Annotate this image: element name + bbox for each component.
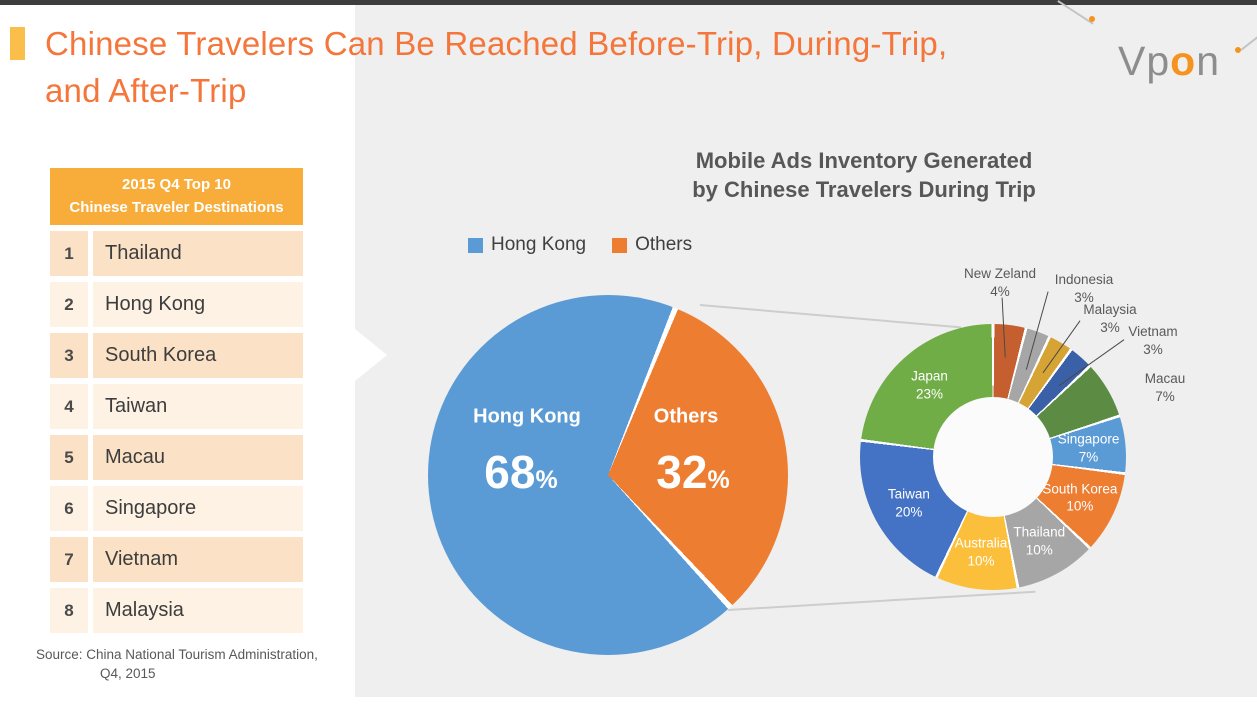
page-title-line2: and After-Trip: [45, 71, 247, 109]
chart-title-line1: Mobile Ads Inventory Generated: [695, 148, 1033, 173]
donut-label-indonesia-name: Indonesia: [1054, 271, 1114, 287]
pie-value-hongkong-number: 68: [484, 446, 536, 498]
title-accent-bar: [10, 27, 25, 60]
chart-legend: Hong Kong Others: [468, 234, 692, 256]
destination-cell: Singapore: [93, 486, 303, 531]
destination-cell: South Korea: [93, 333, 303, 378]
table-row: 4 Taiwan: [50, 384, 303, 429]
logo-text-prefix: Vp: [1118, 38, 1171, 84]
dest-table-header-line2: Chinese Traveler Destinations: [69, 198, 284, 216]
rank-cell: 4: [50, 384, 88, 429]
dest-table-body: 1 Thailand 2 Hong Kong 3 South Korea 4 Taiwan 5 M…: [50, 231, 303, 639]
rank-cell: 2: [50, 282, 88, 327]
legend-item: Hong Kong: [468, 234, 586, 256]
rank-cell: 6: [50, 486, 88, 531]
donut-label-vietnam-name: Vietnam: [1128, 323, 1178, 339]
callout-arrow: [355, 329, 387, 381]
donut-label-new-zeland-name: New Zeland: [963, 265, 1037, 281]
donut-label-malaysia: Malaysia 3%: [1083, 301, 1136, 337]
logo-text-suffix: n: [1196, 38, 1221, 84]
logo-decor-dot-left: [1089, 16, 1095, 22]
table-row: 2 Hong Kong: [50, 282, 303, 327]
pie-chart-hongkong-vs-others: [428, 295, 788, 655]
pie-value-hongkong: 68%: [484, 445, 557, 499]
legend-label: Hong Kong: [491, 234, 587, 255]
pie-value-others: 32%: [656, 445, 729, 499]
donut-label-new-zeland-value: 4%: [990, 284, 1010, 299]
donut-inside-label-south-korea: South Korea 10%: [1042, 481, 1118, 514]
destination-cell: Hong Kong: [93, 282, 303, 327]
donut-label-new-zeland: New Zeland 4%: [964, 265, 1036, 301]
dest-table-header: 2015 Q4 Top 10 Chinese Traveler Destinat…: [50, 168, 303, 225]
destination-cell: Thailand: [93, 231, 303, 276]
pie-label-hongkong: Hong Kong: [473, 405, 581, 428]
rank-cell: 1: [50, 231, 88, 276]
chart-title: Mobile Ads Inventory Generated by Chines…: [639, 146, 1089, 204]
destination-cell: Vietnam: [93, 537, 303, 582]
destination-cell: Taiwan: [93, 384, 303, 429]
donut-inside-label-singapore: Singapore 7%: [1057, 431, 1120, 464]
legend-swatch: [612, 237, 628, 253]
donut-label-macau-value: 7%: [1155, 389, 1175, 404]
donut-label-malaysia-value: 3%: [1100, 320, 1120, 335]
donut-label-macau: Macau 7%: [1145, 370, 1186, 406]
rank-cell: 8: [50, 588, 88, 633]
dest-table-header-line1: 2015 Q4 Top 10: [122, 176, 231, 193]
legend-label: Others: [635, 234, 693, 255]
pie-value-hongkong-percent: %: [535, 466, 558, 494]
table-row: 5 Macau: [50, 435, 303, 480]
donut-label-macau-name: Macau: [1144, 370, 1186, 386]
logo-text-accent: o: [1170, 38, 1197, 84]
page-title-line1: Chinese Travelers Can Be Reached Before-…: [45, 25, 948, 62]
donut-chart-others-breakdown: Singapore 7% South Korea 10% Thailand 10% Aust…: [860, 324, 1126, 590]
donut-label-vietnam-value: 3%: [1143, 342, 1163, 357]
table-row: 8 Malaysia: [50, 588, 303, 633]
rank-cell: 5: [50, 435, 88, 480]
table-row: 6 Singapore: [50, 486, 303, 531]
table-row: 1 Thailand: [50, 231, 303, 276]
donut-inside-label-japan: Japan 23%: [911, 368, 948, 401]
chart-title-line2: by Chinese Travelers During Trip: [692, 177, 1036, 203]
source-note-line2: Q4, 2015: [100, 666, 156, 681]
legend-item: Others: [612, 234, 692, 256]
destination-cell: Malaysia: [93, 588, 303, 633]
donut-label-malaysia-name: Malaysia: [1083, 301, 1137, 317]
donut-inside-label-thailand: Thailand 10%: [1013, 524, 1066, 558]
pie-label-others: Others: [653, 405, 719, 428]
destination-cell: Macau: [93, 435, 303, 480]
table-row: 7 Vietnam: [50, 537, 303, 582]
legend-swatch: [468, 237, 483, 253]
page-title: Chinese Travelers Can Be Reached Before-…: [45, 21, 1105, 115]
vpon-logo: Vpon: [1118, 38, 1220, 85]
logo-decor-dot-right: [1235, 47, 1241, 53]
donut-label-indonesia-value: 3%: [1074, 290, 1094, 305]
pie-value-others-number: 32: [656, 446, 708, 498]
top-strip: [0, 0, 1257, 5]
table-row: 3 South Korea: [50, 333, 303, 378]
rank-cell: 7: [50, 537, 88, 582]
donut-inside-label-taiwan: Taiwan 20%: [887, 486, 930, 520]
donut-label-indonesia: Indonesia 3%: [1055, 271, 1114, 307]
source-note-line1: Source: China National Tourism Administr…: [36, 647, 318, 662]
pie-value-others-percent: %: [707, 466, 730, 494]
donut-label-vietnam: Vietnam 3%: [1128, 323, 1177, 359]
rank-cell: 3: [50, 333, 88, 378]
donut-inside-label-australia: Australia 10%: [954, 535, 1008, 569]
